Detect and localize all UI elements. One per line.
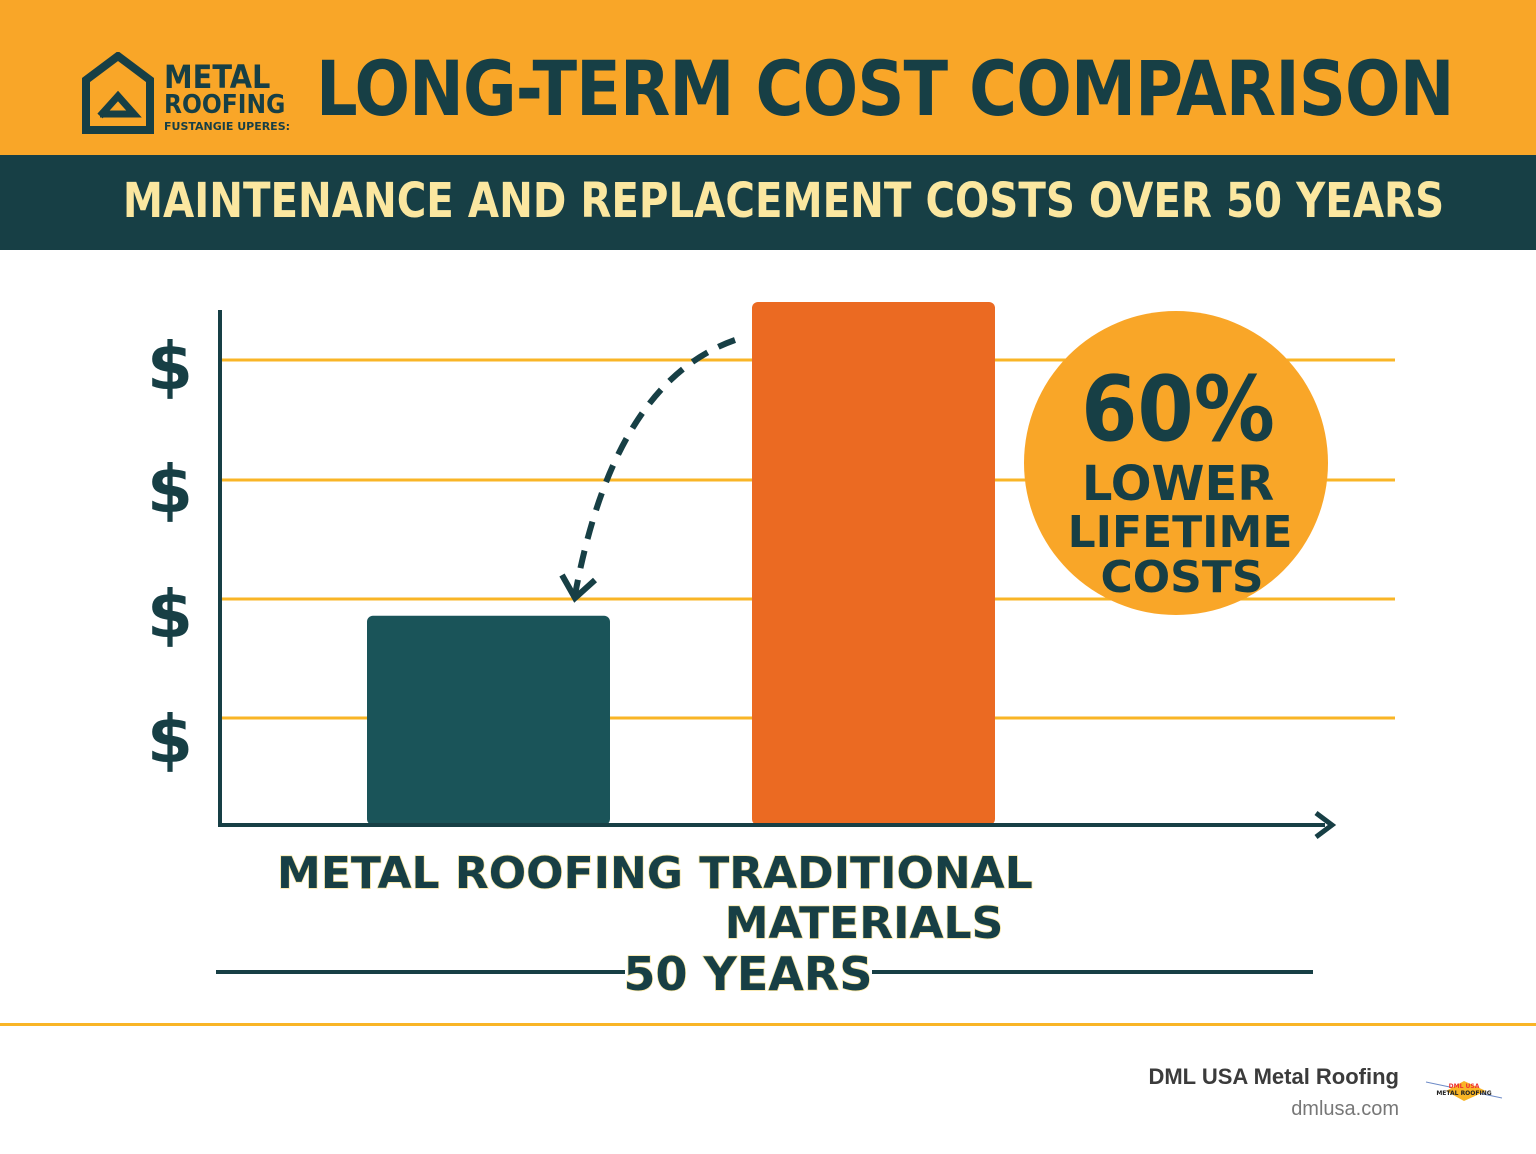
- footer-logo: DML USA METAL ROOFING: [1425, 1081, 1503, 1101]
- y-tick-label: $: [147, 576, 193, 653]
- callout-line: LOWER: [1082, 456, 1274, 512]
- footer-brand: DML USA Metal Roofing: [1148, 1064, 1399, 1089]
- y-tick-label: $: [147, 328, 193, 405]
- svg-text:METAL ROOFING: METAL ROOFING: [1436, 1090, 1491, 1097]
- bar: [752, 302, 995, 825]
- page-title: LONG-TERM COST COMPARISON: [316, 44, 1454, 133]
- category-label: TRADITIONAL MATERIALS: [699, 848, 1033, 949]
- x-axis-label: 50 YEARS: [624, 947, 873, 1001]
- house-logo-icon: [82, 52, 154, 134]
- x-axis-arrow: [1314, 811, 1337, 839]
- arrowhead: [559, 573, 598, 603]
- footer-url[interactable]: dmlusa.com: [1291, 1098, 1399, 1120]
- subtitle-band: [0, 155, 1536, 250]
- dashed-arrow: [572, 337, 737, 596]
- logo-text: ROOFING: [164, 90, 286, 120]
- callout-percent: 60%: [1081, 358, 1275, 462]
- callout-line: COSTS: [1100, 552, 1263, 603]
- page-subtitle: MAINTENANCE AND REPLACEMENT COSTS OVER 5…: [122, 173, 1445, 229]
- y-tick-label: $: [147, 701, 193, 778]
- logo-text: METAL: [164, 58, 271, 96]
- bar-chart: $ $ $ $ 60% LOWER LIFETIME COSTS METAL ROOF…: [147, 302, 1395, 1002]
- category-label: METAL ROOFING: [277, 848, 683, 899]
- y-tick-label: $: [147, 451, 193, 528]
- bar: [367, 615, 610, 825]
- footer-divider: [0, 1023, 1536, 1026]
- callout-badge: 60% LOWER LIFETIME COSTS: [1024, 311, 1328, 615]
- header-band: [0, 0, 1536, 155]
- svg-text:DML USA: DML USA: [1449, 1083, 1480, 1090]
- callout-line: LIFETIME: [1068, 507, 1293, 558]
- logo-tagline: FUSTANGIE UPERES:: [164, 120, 291, 133]
